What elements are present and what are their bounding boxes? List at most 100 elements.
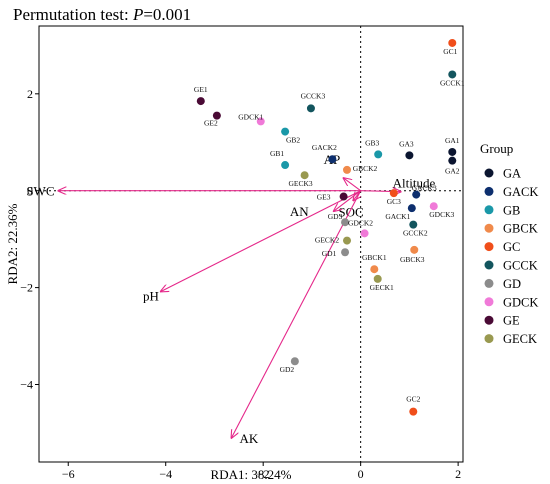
point-gack2: [328, 155, 337, 164]
vector-label-ak: AK: [240, 431, 259, 446]
y-tick-label: 0: [27, 184, 33, 198]
point-gcck3: [306, 104, 315, 113]
point-gbck3: [410, 245, 419, 254]
point-gc1: [448, 38, 457, 47]
point-label-ge1: GE1: [194, 85, 208, 94]
legend-swatch-ge: [484, 315, 494, 325]
point-label-gdck1: GDCK1: [238, 112, 263, 121]
legend-swatch-gd: [484, 278, 494, 288]
legend-label-ga: GA: [503, 167, 521, 181]
point-ge3: [339, 192, 348, 201]
legend-swatch-gack: [484, 186, 494, 196]
legend-swatch-gb: [484, 205, 494, 215]
chart-title-prefix: Permutation test:: [13, 5, 133, 24]
point-label-geck1: GECK1: [370, 283, 394, 292]
x-tick-label: −6: [62, 467, 75, 481]
chart-title-value: =0.001: [143, 5, 191, 24]
legend-label-gc: GC: [503, 240, 520, 254]
point-gd3: [341, 218, 350, 227]
point-label-gdck2: GDCK2: [348, 218, 373, 227]
point-gbck1: [370, 265, 379, 274]
legend-label-gcck: GCCK: [503, 259, 538, 273]
vector-arrow-ak: [232, 190, 362, 438]
point-label-gack3: GACK3: [412, 184, 437, 193]
point-ge2: [212, 111, 221, 120]
point-label-ga1: GA1: [445, 136, 460, 145]
legend-label-ge: GE: [503, 314, 520, 328]
point-gdck1: [256, 117, 265, 126]
legend-label-gack: GACK: [503, 185, 538, 199]
point-label-gack1: GACK1: [385, 212, 410, 221]
point-gb2: [281, 127, 290, 136]
point-gc2: [409, 407, 418, 416]
legend-swatch-gcck: [484, 260, 494, 270]
vector-label-soc: SOC: [338, 204, 363, 219]
point-ga3: [405, 151, 414, 160]
legend-swatch-gdck: [484, 297, 494, 307]
point-gdck3: [429, 202, 438, 211]
legend-swatch-ga: [484, 168, 494, 178]
point-label-geck2: GECK2: [315, 236, 339, 245]
point-gcck2: [409, 220, 418, 229]
point-ga2: [448, 156, 457, 165]
point-geck3: [300, 171, 309, 180]
x-axis-label: RDA1: 38.24%: [211, 467, 292, 482]
y-tick-label: −2: [20, 281, 33, 295]
legend-label-gb: GB: [503, 203, 520, 217]
point-label-gbck3: GBCK3: [400, 255, 425, 264]
vector-arrow-an: [334, 190, 361, 211]
point-gd1: [341, 248, 350, 257]
point-geck2: [343, 236, 352, 245]
vector-arrow-ap: [344, 178, 361, 192]
point-label-gd2: GD2: [280, 365, 295, 374]
point-ge1: [196, 97, 205, 106]
vector-label-swc: SWC: [26, 184, 54, 199]
chart-title: Permutation test: P=0.001: [13, 5, 191, 24]
x-tick-label: 2: [455, 467, 461, 481]
vector-label-ph: pH: [143, 288, 159, 303]
chart-title-p: P: [132, 5, 143, 24]
point-label-ga3: GA3: [399, 139, 414, 148]
point-gbck2: [343, 165, 352, 174]
legend-label-gbck: GBCK: [503, 222, 538, 236]
y-tick-label: 2: [27, 87, 33, 101]
point-label-gc2: GC2: [406, 395, 420, 404]
vector-label-altitude: Altitude: [393, 176, 436, 191]
legend-label-gd: GD: [503, 277, 521, 291]
vector-label-an: AN: [290, 204, 309, 219]
point-label-ga2: GA2: [445, 167, 460, 176]
point-label-gdck3: GDCK3: [429, 210, 454, 219]
point-gack3: [412, 190, 421, 199]
point-label-gd1: GD1: [322, 249, 337, 258]
point-label-gcck1: GCCK1: [440, 78, 465, 87]
legend-swatch-gc: [484, 242, 494, 252]
y-axis-ticks: −4 −2 0 2: [20, 87, 39, 391]
point-label-gc3: GC3: [387, 197, 401, 206]
point-ga1: [448, 147, 457, 156]
legend-swatch-gbck: [484, 223, 494, 233]
env-vectors: SWCAPAltitudeSOCANpHAK: [26, 152, 435, 446]
point-label-gc1: GC1: [443, 47, 457, 56]
point-label-gcck3: GCCK3: [301, 91, 326, 100]
legend-label-geck: GECK: [503, 332, 537, 346]
point-label-gbck2: GBCK2: [353, 164, 378, 173]
point-label-gb1: GB1: [270, 149, 284, 158]
point-label-gd3: GD3: [328, 212, 343, 221]
point-gd2: [290, 357, 299, 366]
x-axis-ticks: −6 −4 −2 0 2: [62, 462, 461, 481]
x-tick-label: −4: [159, 467, 172, 481]
point-label-ge2: GE2: [204, 119, 218, 128]
point-gcck1: [448, 70, 457, 79]
legend-label-gdck: GDCK: [503, 295, 538, 309]
plot-frame: [38, 25, 464, 463]
point-gc3: [389, 189, 398, 198]
point-gb1: [281, 161, 290, 170]
legend-swatch-geck: [484, 334, 494, 344]
point-label-gb2: GB2: [286, 136, 300, 145]
vector-arrow-ph: [161, 190, 361, 292]
point-geck1: [373, 274, 382, 283]
legend: Group GA GACK GB GBCK GC GCCK GD GDCK GE GECK: [480, 141, 538, 346]
point-label-gb3: GB3: [365, 138, 379, 147]
